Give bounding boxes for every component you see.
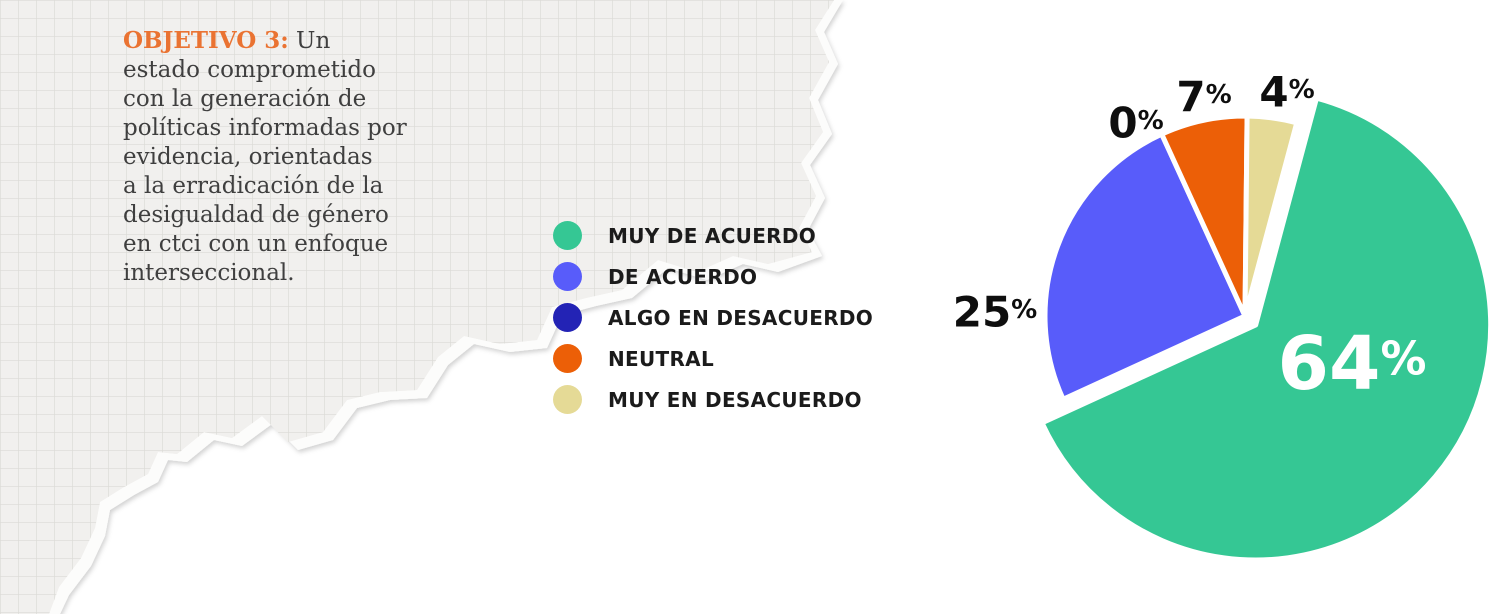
legend-item-algo-en-desacuerdo: ALGO EN DESACUERDO bbox=[553, 303, 873, 332]
pie-value-label-muy-en-desacuerdo: 4% bbox=[1259, 67, 1315, 117]
legend-swatch-de-acuerdo bbox=[553, 262, 582, 291]
objective-heading: OBJETIVO 3: bbox=[123, 27, 289, 54]
legend-item-muy-de-acuerdo: MUY DE ACUERDO bbox=[553, 221, 873, 250]
legend-item-muy-en-desacuerdo: MUY EN DESACUERDO bbox=[553, 385, 873, 414]
legend-swatch-neutral bbox=[553, 344, 582, 373]
pie-slice-de-acuerdo bbox=[1042, 131, 1248, 402]
pie-slice-muy-de-acuerdo bbox=[1039, 95, 1494, 563]
objective-body: Un estado comprometido con la generación… bbox=[123, 28, 407, 286]
pie-value-label-muy-de-acuerdo: 64% bbox=[1277, 321, 1427, 407]
legend-item-neutral: NEUTRAL bbox=[553, 344, 873, 373]
graph-paper bbox=[0, 0, 834, 614]
legend-swatch-muy-en-desacuerdo bbox=[553, 385, 582, 414]
legend-swatch-muy-de-acuerdo bbox=[553, 221, 582, 250]
legend-label: MUY EN DESACUERDO bbox=[608, 387, 862, 412]
legend-swatch-algo-en-desacuerdo bbox=[553, 303, 582, 332]
objective-text: OBJETIVO 3: Un estado comprometido con l… bbox=[123, 26, 463, 288]
pie-value-label-neutral: 7% bbox=[1176, 72, 1232, 122]
pie-value-label-de-acuerdo: 25% bbox=[952, 287, 1038, 337]
pie-value-label-algo-en-desacuerdo: 0% bbox=[1108, 98, 1164, 148]
legend-label: ALGO EN DESACUERDO bbox=[608, 305, 874, 330]
legend-item-de-acuerdo: DE ACUERDO bbox=[553, 262, 873, 291]
pie-chart bbox=[1039, 95, 1494, 563]
pie-slice-muy-en-desacuerdo bbox=[1242, 113, 1300, 319]
legend-label: DE ACUERDO bbox=[608, 264, 758, 289]
legend-label: MUY DE ACUERDO bbox=[608, 223, 817, 248]
legend-label: NEUTRAL bbox=[608, 346, 715, 371]
chart-legend: MUY DE ACUERDO DE ACUERDO ALGO EN DESACU… bbox=[553, 221, 873, 426]
